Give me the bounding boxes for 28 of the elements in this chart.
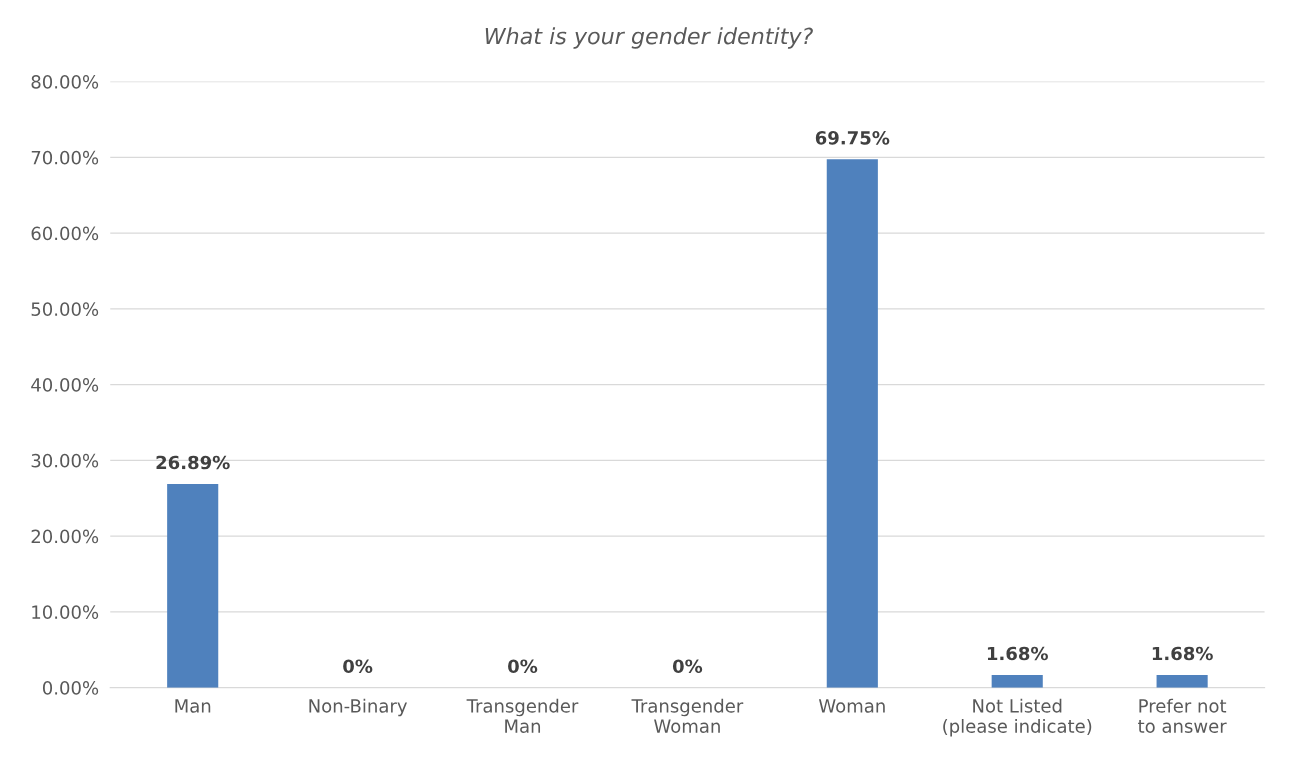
data-label: 0% — [508, 659, 538, 674]
y-tick-label: 60.00% — [31, 226, 99, 241]
data-label: 69.75% — [815, 130, 890, 145]
data-label: 26.89% — [156, 455, 230, 470]
bar — [826, 159, 878, 688]
x-tick-label: Not Listed (please indicate) — [943, 698, 1092, 737]
data-label: 0% — [343, 659, 373, 674]
x-tick-label: Man — [175, 699, 211, 713]
y-tick-label: 0.00% — [42, 681, 99, 695]
x-tick-label: Prefer not to answer — [1138, 698, 1227, 733]
data-label: 0% — [672, 659, 703, 674]
bar — [991, 674, 1043, 688]
y-tick-label: 40.00% — [31, 378, 99, 392]
y-tick-label: 30.00% — [31, 453, 99, 468]
data-label: 1.68% — [987, 646, 1048, 661]
x-tick-label: Non-Binary — [309, 698, 407, 717]
bar — [167, 483, 219, 688]
data-label: 1.68% — [1152, 646, 1213, 661]
y-tick-label: 50.00% — [31, 302, 99, 316]
y-tick-label: 10.00% — [32, 605, 99, 619]
y-tick-label: 80.00% — [31, 75, 99, 89]
chart-title: What is your gender identity? — [485, 27, 813, 49]
y-tick-label: 70.00% — [31, 150, 99, 165]
x-tick-label: Transgender Man — [466, 698, 579, 733]
x-tick-label: Transgender Woman — [631, 698, 744, 733]
x-tick-label: Woman — [818, 699, 885, 713]
bar — [1156, 674, 1208, 688]
y-tick-label: 20.00% — [31, 529, 99, 544]
